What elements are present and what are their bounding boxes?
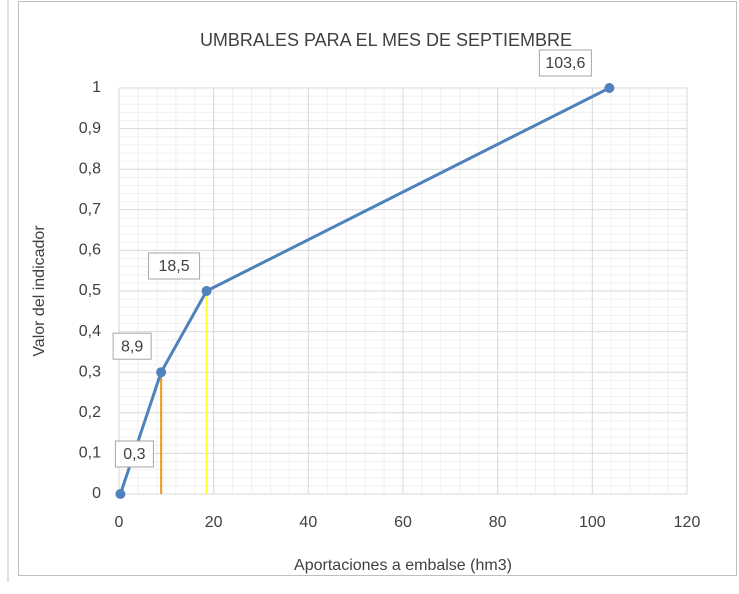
- label-box: [538, 49, 592, 77]
- label-box: [112, 332, 152, 360]
- x-tick-label: 60: [394, 514, 412, 531]
- y-tick-label: 0,6: [79, 242, 101, 259]
- x-axis-label: Aportaciones a embalse (hm3): [294, 557, 512, 574]
- y-tick-label: 0,3: [79, 363, 101, 380]
- y-tick-label: 0,2: [79, 404, 101, 421]
- point: [201, 286, 212, 296]
- y-tick-label: 0,1: [79, 445, 101, 462]
- y-tick-label: 0,4: [79, 323, 101, 340]
- x-tick-label: 120: [674, 514, 701, 531]
- point: [115, 489, 126, 499]
- data-label: 0,3: [123, 446, 145, 463]
- y-tick-label: 0,8: [79, 160, 101, 177]
- label-box: [148, 252, 201, 280]
- point: [604, 83, 615, 93]
- label-box: [114, 440, 154, 468]
- x-tick-label: 0: [115, 514, 124, 531]
- data-label: 103,6: [545, 55, 585, 72]
- x-tick-label: 40: [299, 514, 317, 531]
- x-tick-label: 20: [205, 514, 223, 531]
- series-line: [118, 86, 611, 495]
- y-tick-label: 0,9: [79, 120, 101, 137]
- y-axis-label: Valor del indicador: [31, 225, 48, 357]
- x-tick-label: 80: [489, 514, 507, 531]
- data-label: 18,5: [158, 258, 189, 275]
- y-tick-label: 1: [92, 79, 101, 96]
- y-tick-label: 0,5: [79, 282, 101, 299]
- x-tick-label: 100: [579, 514, 606, 531]
- data-label: 8,9: [121, 338, 143, 355]
- y-tick-label: 0,7: [79, 201, 101, 218]
- y-tick-label: 0: [92, 485, 101, 502]
- point: [156, 367, 167, 378]
- chart-title: UMBRALES PARA EL MES DE SEPTIEMBRE: [200, 30, 572, 50]
